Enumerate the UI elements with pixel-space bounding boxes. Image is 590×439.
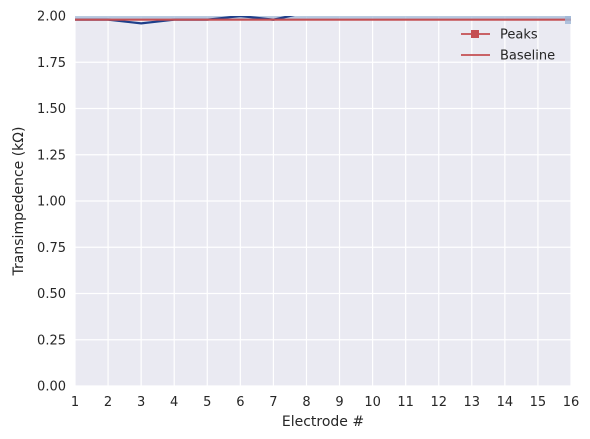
x-tick-label: 14 <box>497 395 514 410</box>
x-tick-labels: 1 2 3 4 5 6 7 8 9 10 11 12 13 14 15 16 <box>71 395 579 410</box>
x-axis-label: Electrode # <box>282 414 364 430</box>
x-tick-label: 7 <box>269 395 277 410</box>
legend-label: Baseline <box>500 49 555 64</box>
y-tick-label: 1.50 <box>37 102 66 117</box>
y-tick-label: 1.00 <box>37 195 66 210</box>
plot-lines <box>75 16 571 25</box>
y-tick-label: 2.00 <box>37 10 66 25</box>
x-tick-label: 13 <box>464 395 481 410</box>
x-tick-label: 10 <box>364 395 381 410</box>
x-tick-label: 4 <box>170 395 178 410</box>
legend-marker-square <box>471 30 479 38</box>
corner-marker <box>565 16 571 24</box>
y-tick-label: 0.25 <box>37 333 66 348</box>
legend-label: Peaks <box>500 28 538 43</box>
x-tick-label: 1 <box>71 395 79 410</box>
y-tick-label: 0.50 <box>37 287 66 302</box>
y-tick-label: 1.25 <box>37 148 66 163</box>
y-tick-label: 0.00 <box>37 380 66 395</box>
x-tick-label: 5 <box>203 395 211 410</box>
grid <box>74 15 572 387</box>
x-tick-label: 15 <box>530 395 547 410</box>
x-tick-label: 6 <box>236 395 244 410</box>
x-tick-label: 16 <box>563 395 580 410</box>
x-tick-label: 3 <box>137 395 145 410</box>
y-tick-labels: 0.00 0.25 0.50 0.75 1.00 1.25 1.50 1.75 2.00 <box>37 10 66 395</box>
x-tick-label: 12 <box>430 395 447 410</box>
y-axis-label: Transimpedence (kΩ) <box>11 127 27 277</box>
x-tick-label: 9 <box>335 395 343 410</box>
y-tick-label: 0.75 <box>37 241 66 256</box>
x-tick-label: 2 <box>104 395 112 410</box>
legend: Peaks Baseline <box>461 28 555 64</box>
top-band <box>75 16 571 20</box>
x-tick-label: 11 <box>397 395 414 410</box>
x-tick-label: 8 <box>302 395 310 410</box>
y-tick-label: 1.75 <box>37 56 66 71</box>
